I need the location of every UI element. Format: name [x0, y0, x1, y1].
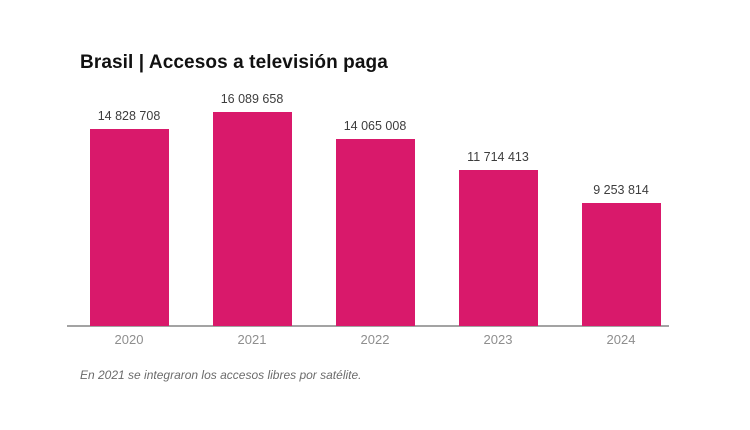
bar-value-label-2024: 9 253 814	[593, 183, 649, 197]
bar-value-label-2020: 14 828 708	[97, 109, 161, 123]
bar-2020	[89, 129, 169, 326]
x-tick-label-2021: 2021	[237, 332, 267, 347]
bar-2023	[458, 170, 538, 326]
x-axis-line	[67, 325, 669, 327]
x-tick-label-2023: 2023	[483, 332, 513, 347]
chart-title: Brasil | Accesos a televisión paga	[80, 52, 388, 73]
bar-2021	[212, 112, 292, 326]
x-tick-label-2020: 2020	[114, 332, 144, 347]
bar-value-label-2021: 16 089 658	[220, 92, 284, 106]
bar-2022	[335, 139, 415, 326]
x-tick-label-2022: 2022	[360, 332, 390, 347]
bar-value-label-2022: 14 065 008	[343, 119, 407, 133]
bar-value-label-2023: 11 714 413	[467, 150, 529, 164]
bar-2024	[581, 203, 661, 326]
footnote: En 2021 se integraron los accesos libres…	[80, 368, 362, 382]
x-tick-label-2024: 2024	[606, 332, 636, 347]
